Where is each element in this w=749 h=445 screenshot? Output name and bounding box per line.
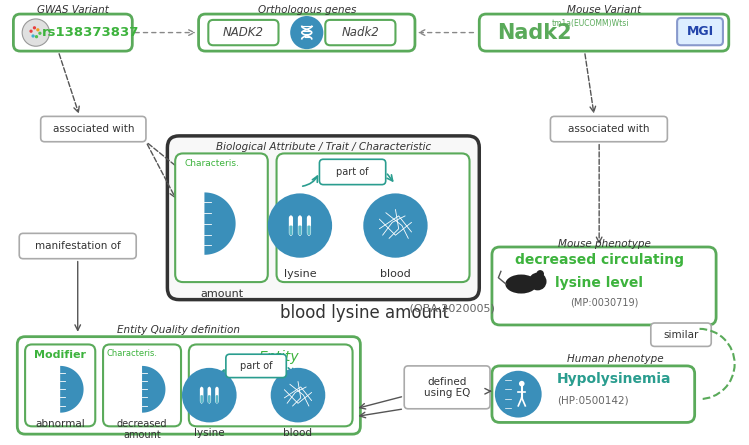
FancyBboxPatch shape <box>298 215 302 236</box>
FancyBboxPatch shape <box>13 14 133 51</box>
Text: blood lysine amount: blood lysine amount <box>280 303 449 322</box>
Text: amount: amount <box>200 289 243 299</box>
Text: Biological Attribute / Trait / Characteristic: Biological Attribute / Trait / Character… <box>216 142 431 152</box>
Text: tm1a(EUCOMM)Wtsi: tm1a(EUCOMM)Wtsi <box>551 19 629 28</box>
FancyBboxPatch shape <box>215 386 219 404</box>
Text: NADK2: NADK2 <box>223 26 264 39</box>
FancyBboxPatch shape <box>677 18 723 45</box>
Text: Entity Quality definition: Entity Quality definition <box>117 325 240 335</box>
Text: Orthologous genes: Orthologous genes <box>258 5 356 15</box>
Text: part of: part of <box>336 167 369 177</box>
FancyBboxPatch shape <box>307 226 311 235</box>
Text: lysine: lysine <box>284 269 316 279</box>
Text: MGI: MGI <box>687 25 714 38</box>
Text: (MP:0030719): (MP:0030719) <box>570 298 638 307</box>
FancyBboxPatch shape <box>651 323 712 346</box>
FancyBboxPatch shape <box>175 154 268 282</box>
Circle shape <box>536 270 544 278</box>
Text: decreased circulating: decreased circulating <box>515 253 684 267</box>
Text: Nadk2: Nadk2 <box>497 23 571 43</box>
FancyBboxPatch shape <box>216 395 218 403</box>
FancyBboxPatch shape <box>298 226 302 235</box>
Text: Entity: Entity <box>258 350 299 364</box>
FancyBboxPatch shape <box>17 337 360 434</box>
Circle shape <box>495 371 542 417</box>
FancyBboxPatch shape <box>307 215 311 236</box>
FancyBboxPatch shape <box>200 386 204 404</box>
FancyBboxPatch shape <box>19 233 136 259</box>
Text: abnormal: abnormal <box>35 419 85 429</box>
Polygon shape <box>142 366 166 413</box>
FancyBboxPatch shape <box>325 20 395 45</box>
Text: Entity: Entity <box>333 159 377 174</box>
Text: Modifier: Modifier <box>34 350 86 360</box>
Circle shape <box>529 273 547 291</box>
FancyBboxPatch shape <box>492 247 716 325</box>
Text: manifestation of: manifestation of <box>35 241 121 251</box>
Text: decreased
amount: decreased amount <box>117 419 167 440</box>
FancyBboxPatch shape <box>226 354 286 378</box>
Circle shape <box>38 32 41 35</box>
FancyBboxPatch shape <box>207 386 211 404</box>
FancyBboxPatch shape <box>201 395 203 403</box>
FancyBboxPatch shape <box>289 215 293 236</box>
FancyBboxPatch shape <box>479 14 729 51</box>
Text: GWAS Variant: GWAS Variant <box>37 5 109 15</box>
FancyBboxPatch shape <box>189 344 353 426</box>
Text: (OBA:2020005): (OBA:2020005) <box>406 303 495 314</box>
Circle shape <box>36 28 40 32</box>
Text: lysine level: lysine level <box>555 276 643 290</box>
Text: associated with: associated with <box>568 124 649 134</box>
Text: Hypolysinemia: Hypolysinemia <box>557 372 672 386</box>
Text: Characteris.: Characteris. <box>107 349 158 358</box>
Circle shape <box>29 29 33 33</box>
Text: Human phenotype: Human phenotype <box>567 354 664 364</box>
Text: part of: part of <box>240 361 273 371</box>
Circle shape <box>22 19 49 46</box>
Circle shape <box>182 368 237 422</box>
FancyBboxPatch shape <box>208 20 279 45</box>
FancyBboxPatch shape <box>289 226 293 235</box>
Circle shape <box>290 16 324 49</box>
Text: similar: similar <box>664 330 699 340</box>
FancyBboxPatch shape <box>208 395 210 403</box>
Text: blood: blood <box>380 269 411 279</box>
FancyBboxPatch shape <box>103 344 181 426</box>
Circle shape <box>268 194 332 258</box>
Circle shape <box>33 26 36 29</box>
Circle shape <box>519 381 524 386</box>
Polygon shape <box>60 366 84 413</box>
Polygon shape <box>204 192 236 255</box>
FancyBboxPatch shape <box>551 117 667 142</box>
FancyBboxPatch shape <box>167 136 479 299</box>
FancyBboxPatch shape <box>276 154 470 282</box>
FancyBboxPatch shape <box>198 14 415 51</box>
Text: lysine: lysine <box>194 428 225 438</box>
FancyBboxPatch shape <box>25 344 95 426</box>
Text: defined
using EQ: defined using EQ <box>424 376 470 398</box>
Text: rs138373837: rs138373837 <box>42 26 139 39</box>
FancyBboxPatch shape <box>319 159 386 185</box>
Circle shape <box>270 368 325 422</box>
Text: Characteris.: Characteris. <box>185 159 240 168</box>
Text: Mouse Variant: Mouse Variant <box>567 5 641 15</box>
Text: (HP:0500142): (HP:0500142) <box>557 395 629 405</box>
Ellipse shape <box>506 275 537 294</box>
Circle shape <box>363 194 428 258</box>
Text: associated with: associated with <box>52 124 134 134</box>
Circle shape <box>31 34 34 38</box>
Text: Nadk2: Nadk2 <box>342 26 379 39</box>
FancyBboxPatch shape <box>40 117 146 142</box>
FancyBboxPatch shape <box>492 366 694 422</box>
Text: Mouse phenotype: Mouse phenotype <box>557 239 650 249</box>
FancyBboxPatch shape <box>404 366 490 409</box>
Circle shape <box>35 35 38 38</box>
Text: blood: blood <box>283 428 312 438</box>
